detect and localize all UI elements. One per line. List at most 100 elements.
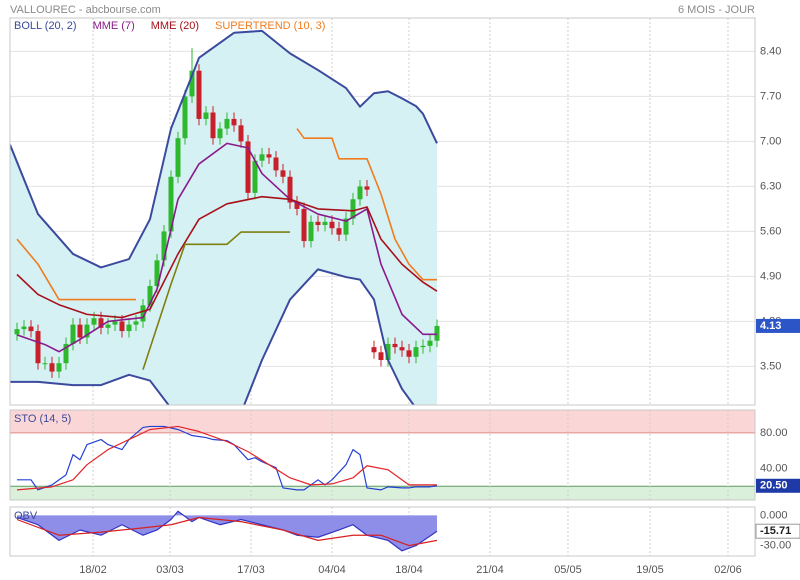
candle-body [196, 70, 202, 119]
candle-body [140, 305, 146, 322]
candle-body [273, 157, 279, 171]
y-tick-label: 7.00 [760, 135, 781, 147]
candle-body [259, 154, 265, 161]
bollinger-upper [10, 29, 438, 269]
candle-body [168, 176, 174, 232]
panel-plot [10, 18, 755, 405]
last-value-badge [756, 478, 800, 493]
indicator-line [16, 142, 437, 353]
y-tick-label: 8.40 [760, 45, 781, 57]
panel-plot [16, 507, 729, 556]
candle-body [70, 324, 76, 344]
candle-body [378, 352, 384, 360]
legend-entry: MME (7) [93, 20, 135, 32]
indicator-line [16, 516, 438, 547]
overbought-band [10, 410, 755, 433]
candle-body [238, 125, 244, 142]
indicator-line [16, 128, 437, 301]
candle-body [77, 324, 83, 338]
candle-body [126, 324, 132, 332]
oversold-band [10, 486, 755, 500]
candle-body [266, 154, 272, 158]
candle-body [35, 331, 41, 364]
last-value-label: 20.50 [760, 480, 788, 492]
candle-body [217, 128, 223, 139]
candle-body [119, 321, 125, 332]
candle-body [245, 141, 251, 193]
candle-body [91, 318, 97, 325]
candle-body [329, 221, 335, 229]
y-tick-label: 0.000 [760, 509, 788, 521]
x-tick-label: 18/02 [79, 564, 107, 576]
candle-body [280, 170, 286, 177]
y-tick-label: 40.00 [760, 462, 788, 474]
candle-body [413, 347, 419, 357]
candle-body [14, 329, 20, 335]
x-tick-label: 04/04 [318, 564, 346, 576]
candle-body [231, 118, 237, 126]
candle-body [371, 347, 377, 353]
candle-body [364, 186, 370, 190]
candle-body [105, 324, 111, 328]
candle-body [147, 286, 153, 306]
candle-body [84, 324, 90, 338]
x-tick-label: 05/05 [554, 564, 582, 576]
candle-body [392, 343, 398, 348]
candle-body [343, 218, 349, 235]
candle-body [189, 70, 195, 97]
candle-body [301, 208, 307, 242]
candle-body [357, 186, 363, 200]
candle-body [98, 318, 104, 328]
x-tick-label: 02/06 [714, 564, 742, 576]
y-tick-label: -30.00 [760, 540, 791, 552]
panel-label: OBV [14, 510, 38, 522]
y-tick-label: 4.90 [760, 270, 781, 282]
candle-body [154, 260, 160, 287]
candle-body [399, 347, 405, 351]
candle-body [21, 326, 27, 330]
last-value-label: 4.13 [760, 320, 781, 332]
indicator-line [16, 195, 438, 319]
indicator-line-up [142, 231, 290, 370]
candle-body [308, 221, 314, 242]
candle-body [175, 138, 181, 177]
panel-plot [10, 410, 755, 500]
bollinger-fill [10, 30, 437, 405]
y-tick-label: 80.00 [760, 427, 788, 439]
y-tick-label: 3.50 [760, 360, 781, 372]
panel-border [9, 506, 756, 557]
candle-body [210, 112, 216, 139]
candle-body [385, 343, 391, 360]
obv-area [16, 511, 437, 551]
candle-body [63, 343, 69, 364]
candle-body [42, 363, 48, 365]
candle-body [49, 363, 55, 372]
period-label: 6 MOIS - JOUR [678, 4, 755, 16]
candle-body [56, 363, 62, 372]
last-value-label: -15.71 [760, 525, 791, 537]
candle-body [28, 326, 34, 332]
candle-body [182, 96, 188, 139]
y-tick-label: 7.70 [760, 90, 781, 102]
x-tick-label: 21/04 [476, 564, 504, 576]
candle-body [112, 321, 118, 325]
panel-border [9, 409, 756, 501]
candle-body [427, 340, 433, 346]
last-value-badge [756, 318, 800, 333]
page-title: VALLOUREC - abcbourse.com [10, 4, 161, 16]
x-tick-label: 19/05 [636, 564, 664, 576]
candle-body [287, 176, 293, 203]
candle-body [336, 228, 342, 235]
candle-body [133, 321, 139, 325]
candle-body [420, 345, 426, 348]
y-tick-label: 5.60 [760, 225, 781, 237]
legend-entry: BOLL (20, 2) [14, 20, 77, 32]
candle-body [252, 160, 258, 193]
candle-body [203, 112, 209, 119]
panel-label: STO (14, 5) [14, 413, 71, 425]
x-tick-label: 17/03 [237, 564, 265, 576]
last-value-badge [755, 523, 800, 539]
x-tick-label: 18/04 [395, 564, 423, 576]
